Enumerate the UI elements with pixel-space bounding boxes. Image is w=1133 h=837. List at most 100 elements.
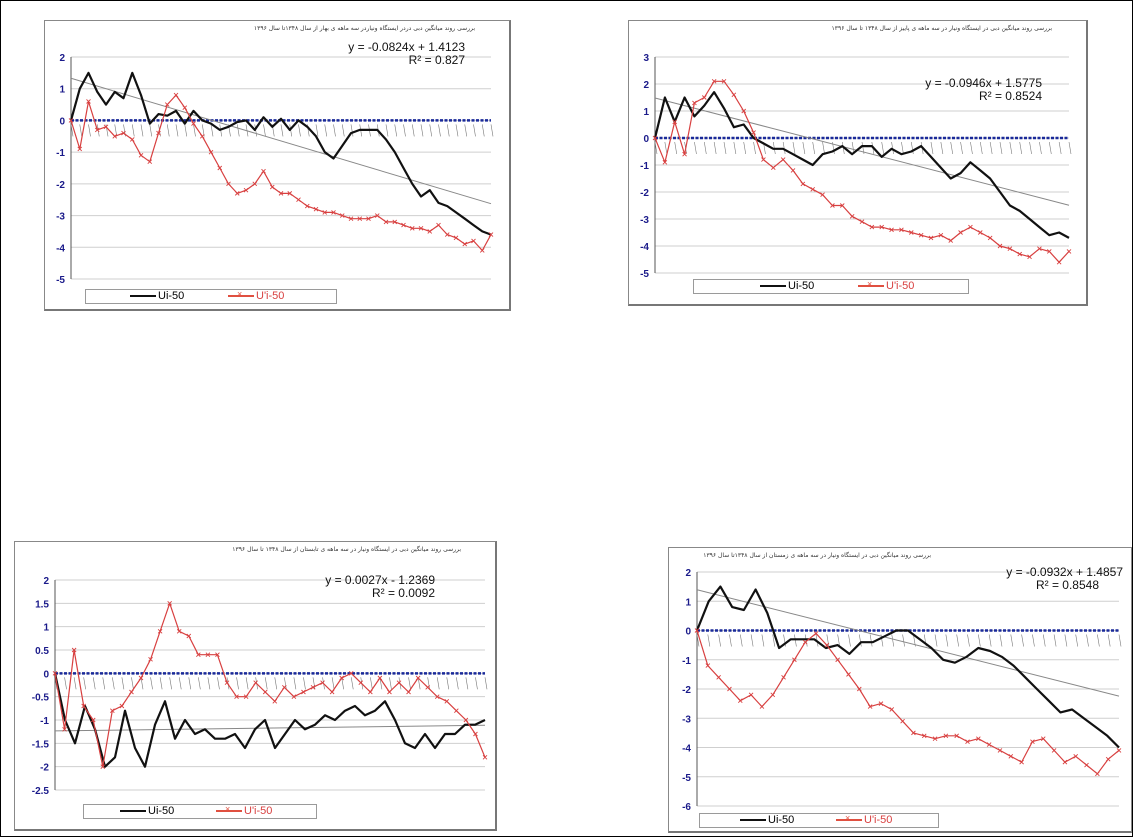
x-tick [184, 124, 188, 137]
chart-plot: 3 2 1 0 -1 -2 -3 -4 -5 [640, 53, 1072, 280]
data-point [759, 704, 765, 709]
data-point [911, 730, 916, 736]
trend-equation: y = 0.0027x - 1.2369 R² = 0.0092 [325, 574, 435, 600]
data-point [1037, 246, 1042, 252]
data-point [396, 680, 402, 685]
x-tick [438, 124, 441, 137]
data-point [444, 699, 450, 704]
x-tick [473, 124, 476, 137]
data-point [780, 157, 786, 162]
legend-swatch [760, 285, 786, 288]
data-point [705, 663, 711, 668]
x-tick [73, 677, 77, 690]
data-point [234, 191, 240, 196]
x-tick [385, 124, 389, 137]
x-tick [315, 124, 319, 137]
legend-label: Ui-50 [148, 805, 175, 817]
x-tick [102, 677, 106, 690]
data-point [694, 628, 700, 633]
x-tick [236, 124, 240, 137]
data-point [997, 748, 1003, 753]
data-point [716, 674, 721, 680]
chart-autumn: بررسی روند میانگین دبی در ایستگاه ونیار … [628, 20, 1088, 306]
data-point [1030, 739, 1035, 744]
data-point [810, 186, 816, 192]
data-point [1019, 759, 1024, 765]
x-tick [989, 141, 993, 155]
x-tick [837, 634, 840, 647]
x-tick [956, 634, 959, 647]
trend-line [70, 77, 492, 205]
y-tick-label: -1 [640, 161, 649, 172]
data-point [471, 238, 476, 244]
x-tick [999, 634, 1003, 647]
x-tick [394, 124, 398, 137]
x-tick [475, 677, 478, 690]
data-point [182, 105, 188, 111]
x-tick [802, 141, 806, 155]
data-point [186, 633, 192, 639]
data-point [790, 168, 796, 173]
x-tick [910, 141, 914, 155]
data-point [867, 704, 873, 709]
data-point [348, 216, 354, 222]
data-point [156, 130, 161, 136]
data-point [164, 102, 170, 107]
data-point [958, 230, 963, 235]
data-point [802, 639, 808, 645]
x-tick [1032, 634, 1035, 647]
x-tick [280, 124, 284, 137]
data-point [86, 99, 91, 104]
data-point [234, 694, 239, 699]
data-point [313, 206, 319, 212]
x-tick [978, 634, 981, 647]
data-point [792, 657, 797, 663]
data-point [662, 159, 668, 165]
x-tick [331, 677, 335, 690]
legend-item-u-prime: U'i-50 [836, 812, 892, 827]
legend: Ui-50 U'i-50 [85, 288, 337, 304]
data-point [965, 739, 970, 744]
data-point [737, 698, 743, 704]
data-point [173, 92, 179, 98]
data-point [824, 642, 830, 648]
y-tick-label: 0 [643, 134, 649, 145]
data-point [889, 707, 895, 712]
data-point [119, 703, 125, 709]
data-point [322, 210, 328, 215]
data-point [176, 629, 182, 634]
r-squared-text: R² = 0.8548 [1035, 578, 1099, 592]
data-point [711, 78, 717, 84]
data-point [846, 672, 851, 677]
data-point [977, 230, 983, 235]
data-point [488, 232, 494, 237]
data-point [741, 108, 747, 114]
data-point [226, 181, 231, 187]
x-tick [902, 634, 905, 647]
y-tick-label: 0 [685, 627, 691, 638]
data-point [196, 652, 201, 657]
x-tick [131, 124, 135, 137]
data-point [899, 227, 904, 233]
x-tick [848, 634, 851, 647]
data-point [304, 203, 310, 209]
legend-swatch [120, 810, 146, 813]
x-tick [456, 677, 459, 690]
data-point [427, 229, 433, 234]
chart-plot: 2 1 0 -1 -2 -3 -4 -5 -6 [682, 568, 1122, 813]
y-tick-label: -2 [640, 188, 649, 199]
x-tick [274, 677, 278, 690]
data-point [835, 657, 840, 663]
x-tick [979, 141, 983, 155]
data-point [830, 203, 835, 208]
data-point [409, 225, 415, 231]
data-point [473, 731, 478, 737]
x-tick [245, 677, 249, 690]
data-point [110, 708, 115, 713]
y-tick-label: -6 [682, 802, 691, 813]
legend-label: Ui-50 [768, 814, 795, 826]
x-tick [694, 141, 697, 155]
data-point [692, 100, 697, 106]
data-point [1095, 771, 1100, 777]
x-tick [1021, 634, 1024, 647]
